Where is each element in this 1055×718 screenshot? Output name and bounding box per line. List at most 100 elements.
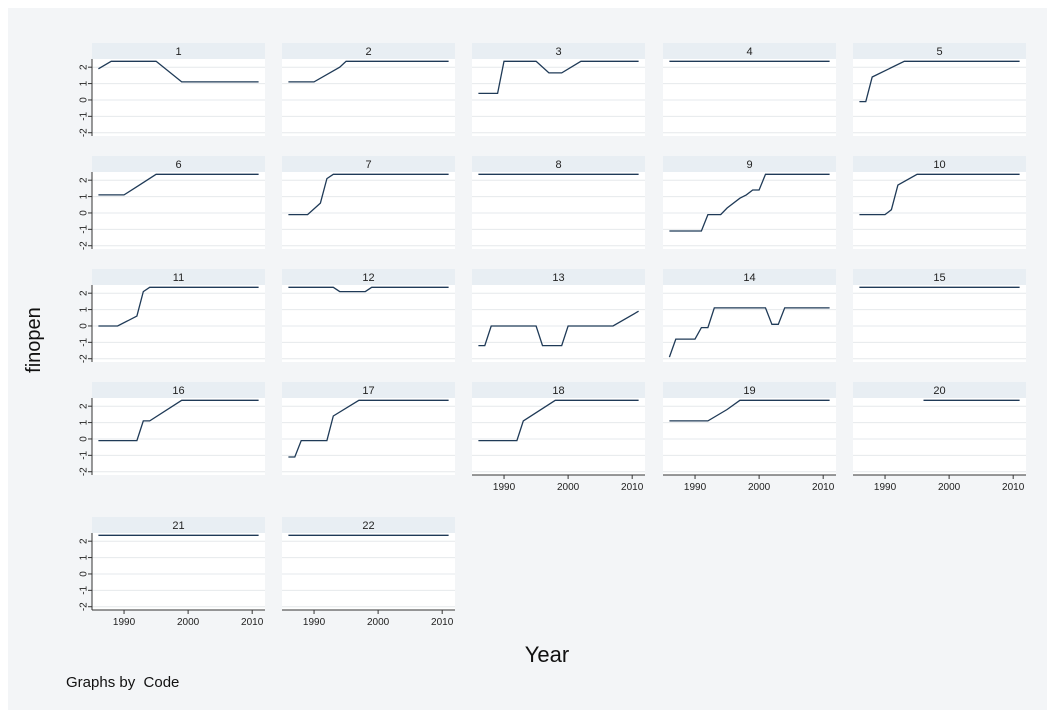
plot-area xyxy=(282,285,455,362)
plot-area xyxy=(853,285,1026,362)
panel-4: 4 xyxy=(663,43,836,136)
panel-1: 1 -2 -1 0 1 2 xyxy=(79,43,265,137)
plot-area xyxy=(282,59,455,136)
panel-title: 19 xyxy=(743,385,755,397)
y-tick-label: -1 xyxy=(79,450,90,459)
series-line-17 xyxy=(288,399,449,458)
panel-header xyxy=(853,382,1026,398)
y-tick-label: -1 xyxy=(79,224,90,233)
panel-header xyxy=(472,382,645,398)
panel-header xyxy=(282,43,455,59)
panel-header xyxy=(663,382,836,398)
panel-title: 14 xyxy=(743,272,755,284)
x-tick-label: 1990 xyxy=(493,482,516,493)
x-tick-label: 1990 xyxy=(874,482,897,493)
panel-title: 8 xyxy=(555,159,561,171)
panel-19: 19 1990 2000 2010 xyxy=(663,382,836,493)
panel-title: 1 xyxy=(175,46,181,58)
panel-6: 6 -2 -1 0 1 2 xyxy=(79,156,265,250)
panel-header xyxy=(92,517,265,533)
panel-header xyxy=(92,269,265,285)
panel-header xyxy=(92,382,265,398)
panel-2: 2 xyxy=(282,43,455,136)
panel-header xyxy=(282,269,455,285)
panel-8: 8 xyxy=(472,156,645,249)
panel-title: 2 xyxy=(365,46,371,58)
panel-title: 7 xyxy=(365,159,371,171)
plot-area xyxy=(853,172,1026,249)
panel-title: 12 xyxy=(362,272,374,284)
y-tick-label: 2 xyxy=(79,177,90,183)
panel-10: 10 xyxy=(853,156,1026,249)
panel-header xyxy=(663,43,836,59)
x-tick-label: 1990 xyxy=(113,617,136,628)
panel-20: 20 1990 2000 2010 xyxy=(853,382,1026,493)
y-tick-label: 1 xyxy=(79,80,90,86)
x-tick-label: 2010 xyxy=(1002,482,1025,493)
panel-title: 4 xyxy=(746,46,752,58)
plot-area xyxy=(92,398,265,475)
y-tick-label: -1 xyxy=(79,585,90,594)
panel-15: 15 xyxy=(853,269,1026,362)
y-tick-label: 1 xyxy=(79,554,90,560)
panel-header xyxy=(472,156,645,172)
series-line-16 xyxy=(98,399,259,442)
plot-area xyxy=(92,285,265,362)
panel-header xyxy=(853,43,1026,59)
y-tick-label: -2 xyxy=(79,128,90,137)
graphs-by-note: Graphs by Code xyxy=(66,674,179,691)
panel-9: 9 xyxy=(663,156,836,249)
panel-header xyxy=(663,269,836,285)
panel-title: 11 xyxy=(173,272,184,284)
panel-13: 13 xyxy=(472,269,645,362)
series-line-2 xyxy=(288,60,449,83)
panel-title: 18 xyxy=(552,385,564,397)
panel-title: 13 xyxy=(552,272,564,284)
panel-5: 5 xyxy=(853,43,1026,136)
x-tick-label: 2000 xyxy=(367,617,390,628)
plot-area xyxy=(663,172,836,249)
plot-area xyxy=(92,59,265,136)
panel-14: 14 xyxy=(663,269,836,362)
series-line-10 xyxy=(859,173,1020,216)
panel-18: 18 1990 2000 2010 xyxy=(472,382,645,493)
plot-area xyxy=(282,533,455,610)
y-tick-label: 2 xyxy=(79,64,90,70)
series-line-6 xyxy=(98,173,259,196)
y-tick-label: -2 xyxy=(79,467,90,476)
panel-header xyxy=(92,156,265,172)
series-line-5 xyxy=(859,60,1020,103)
panel-header xyxy=(853,269,1026,285)
y-tick-label: -2 xyxy=(79,241,90,250)
panel-header xyxy=(472,43,645,59)
y-tick-label: 0 xyxy=(79,571,90,577)
panel-22: 22 1990 2000 2010 xyxy=(282,517,455,628)
y-tick-label: 1 xyxy=(79,306,90,312)
series-line-12 xyxy=(288,286,449,293)
x-tick-label: 2000 xyxy=(938,482,961,493)
plot-area xyxy=(472,398,645,475)
panel-21: 21 -2 -1 0 1 2 1990 2000 2010 xyxy=(79,517,265,628)
panel-16: 16 -2 -1 0 1 2 xyxy=(79,382,265,476)
plot-area xyxy=(282,172,455,249)
panel-header xyxy=(282,156,455,172)
panel-title: 5 xyxy=(936,46,942,58)
panel-title: 15 xyxy=(933,272,945,284)
x-tick-label: 2010 xyxy=(431,617,454,628)
series-line-11 xyxy=(98,286,259,327)
panel-header xyxy=(92,43,265,59)
y-tick-label: 0 xyxy=(79,436,90,442)
y-tick-label: 0 xyxy=(79,323,90,329)
x-tick-label: 2010 xyxy=(812,482,835,493)
y-tick-label: 2 xyxy=(79,403,90,409)
x-tick-label: 1990 xyxy=(684,482,707,493)
panel-header xyxy=(282,517,455,533)
plot-area xyxy=(92,533,265,610)
plot-area xyxy=(853,59,1026,136)
series-line-14 xyxy=(668,307,830,358)
series-line-3 xyxy=(478,60,639,95)
plot-area xyxy=(853,398,1026,475)
panel-17: 17 xyxy=(282,382,455,475)
